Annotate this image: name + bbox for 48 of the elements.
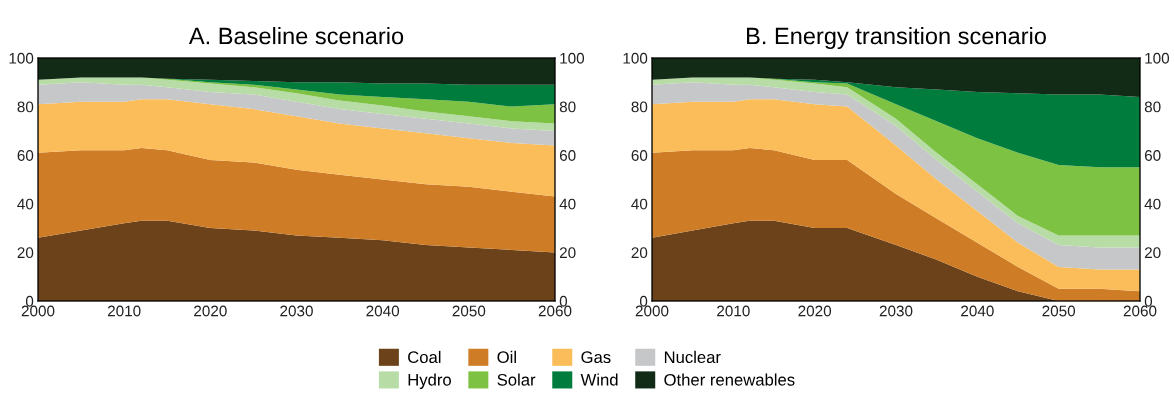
y2-tick-label: 100	[1145, 52, 1170, 64]
x-tick-label: 2060	[538, 305, 572, 317]
y2-tick-label: 100	[560, 52, 585, 64]
y-tick-label: 0	[639, 295, 648, 307]
x-tick-label: 2020	[194, 305, 227, 317]
legend-label: Gas	[581, 351, 611, 364]
x-tick-label: 2000	[635, 305, 669, 317]
y-tick-label: 0	[25, 295, 34, 307]
y-tick-label: 20	[631, 247, 648, 259]
y2-tick-label: 40	[559, 198, 576, 210]
y-tick-label: 40	[17, 198, 34, 210]
y2-tick-label: 40	[1144, 198, 1161, 210]
x-tick-label: 2050	[1042, 305, 1076, 317]
y-tick-label: 40	[631, 198, 648, 210]
legend-label: Wind	[580, 373, 618, 386]
x-tick-label: 2020	[798, 305, 832, 317]
y2-tick-label: 80	[559, 101, 576, 113]
y-tick-label: 60	[631, 150, 648, 161]
chart-title: A. Baseline scenario	[188, 27, 404, 45]
legend-label: Other renewables	[664, 373, 795, 386]
y-tick-label: 20	[17, 247, 34, 259]
x-tick-label: 2040	[366, 305, 400, 317]
x-tick-label: 2030	[879, 305, 913, 317]
legend-label: Solar	[497, 373, 536, 386]
x-tick-label: 2030	[280, 305, 313, 317]
legend-label: Oil	[497, 350, 516, 364]
legend-label: Coal	[408, 350, 441, 364]
x-tick-label: 2040	[961, 305, 994, 317]
legend-label: Nuclear	[664, 350, 721, 364]
y-tick-label: 60	[17, 150, 34, 161]
y2-tick-label: 60	[1144, 150, 1161, 161]
x-tick-label: 2000	[21, 305, 55, 317]
y-tick-label: 80	[631, 101, 648, 113]
y-tick-label: 100	[623, 52, 648, 64]
y2-tick-label: 60	[559, 150, 576, 161]
x-tick-label: 2060	[1123, 305, 1157, 317]
x-tick-label: 2010	[107, 305, 141, 317]
y2-tick-label: 0	[559, 295, 568, 307]
legend-label: Hydro	[408, 373, 451, 389]
y2-tick-label: 20	[1144, 247, 1161, 259]
chart-title: B. Energy transition scenario	[747, 27, 1046, 50]
y2-tick-label: 0	[1144, 295, 1153, 307]
y-tick-label: 100	[9, 52, 34, 64]
y2-tick-label: 80	[1144, 101, 1161, 113]
x-tick-label: 2010	[717, 305, 750, 317]
x-tick-label: 2050	[452, 305, 486, 317]
y2-tick-label: 20	[559, 247, 576, 259]
y-tick-label: 80	[17, 101, 34, 113]
